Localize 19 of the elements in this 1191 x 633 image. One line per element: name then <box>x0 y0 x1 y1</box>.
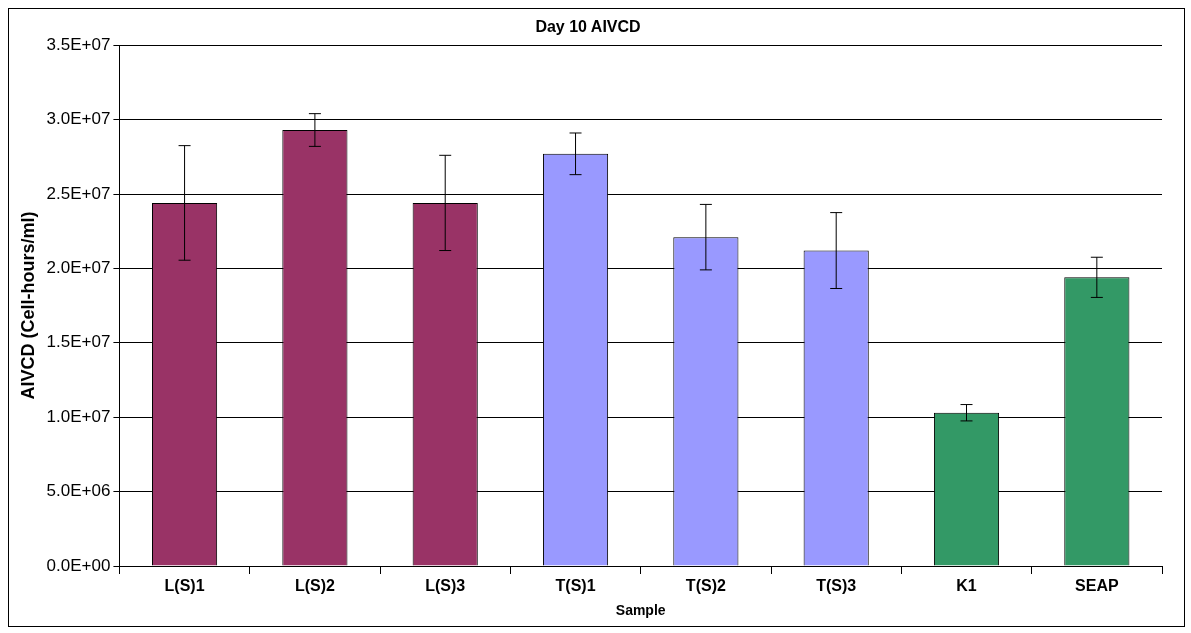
y-tick-label: 5.0E+06 <box>46 481 111 501</box>
y-tick-label: 2.5E+07 <box>46 183 111 203</box>
x-tick-label: T(S)2 <box>685 577 726 595</box>
y-tick-label: 0.0E+00 <box>46 555 111 575</box>
chart-title: Day 10 AIVCD <box>535 18 641 36</box>
y-tick-label: 1.0E+07 <box>46 406 111 426</box>
x-tick-label: K1 <box>956 577 977 595</box>
x-tick-label: T(S)3 <box>816 577 857 595</box>
y-tick-label: 3.5E+07 <box>46 34 111 54</box>
y-axis-title: AIVCD (Cell-hours/ml) <box>17 211 38 400</box>
x-tick-label: T(S)1 <box>555 577 596 595</box>
x-tick-label: L(S)1 <box>164 577 205 595</box>
x-axis-title: Sample <box>615 602 666 619</box>
y-tick-label: 1.5E+07 <box>46 332 111 352</box>
y-tick-label: 3.0E+07 <box>46 109 111 129</box>
x-tick-label: L(S)2 <box>294 577 335 595</box>
x-tick-label: L(S)3 <box>425 577 466 595</box>
x-tick-label: SEAP <box>1075 577 1119 595</box>
y-tick-label: 2.0E+07 <box>46 258 111 278</box>
